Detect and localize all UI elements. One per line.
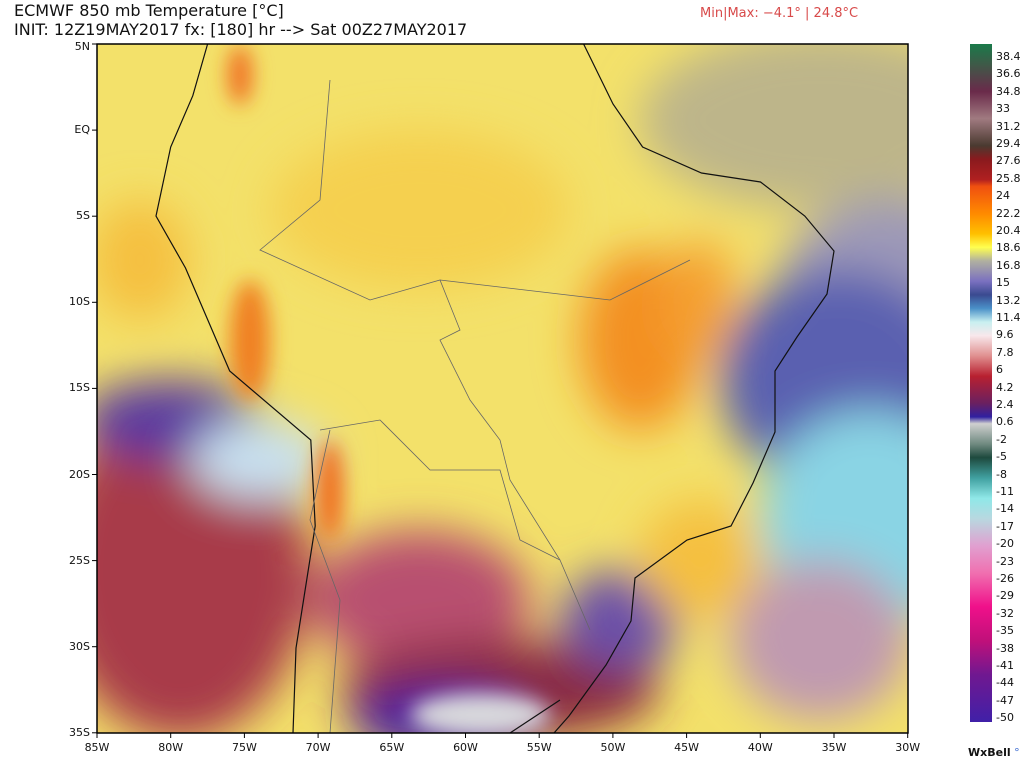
colorbar-label: 11.4 <box>996 311 1021 324</box>
southern-cold-region <box>310 530 530 670</box>
lon-label: 70W <box>305 741 331 754</box>
colorbar-label: 38.4 <box>996 50 1021 63</box>
lat-label: 5S <box>76 209 90 223</box>
coastline <box>155 44 835 733</box>
colorbar-label: -8 <box>996 467 1007 481</box>
rio-de-la-plata-coastline <box>509 699 561 733</box>
colorbar-label: 33 <box>996 102 1010 116</box>
warm-region <box>97 200 190 320</box>
lat-label: 25S <box>69 553 90 567</box>
country-borders <box>259 79 691 733</box>
country-border <box>319 419 561 561</box>
north-atlantic-mild-region <box>640 44 908 210</box>
colorbar-label: 7.8 <box>996 345 1014 359</box>
colorbar-label: 34.8 <box>996 84 1021 98</box>
country-border <box>439 259 691 301</box>
country-border <box>259 79 591 631</box>
colorbar-label: -11 <box>996 485 1014 498</box>
colorbar-label: -26 <box>996 572 1014 585</box>
lon-label: 60W <box>453 741 478 754</box>
andes-warm-streak <box>228 45 252 105</box>
temperature-field <box>97 44 908 733</box>
country-border <box>309 429 341 733</box>
lat-label: 10S <box>69 295 90 309</box>
colorbar-label: 13.2 <box>996 293 1021 307</box>
colorbar-label: -14 <box>996 502 1014 516</box>
colorbar-label: 31.2 <box>996 119 1021 133</box>
wxbell-logo: WxBell ° <box>968 746 1020 759</box>
colorbar-label: 27.6 <box>996 154 1021 168</box>
lat-label: 5N <box>74 40 90 53</box>
colorbar-label: -29 <box>996 589 1014 603</box>
colorbar-label: -44 <box>996 676 1014 690</box>
colorbar-label: 18.6 <box>996 241 1021 255</box>
andes-warm-streak <box>316 440 344 540</box>
colorbar-label: -20 <box>996 537 1014 551</box>
colorbar-label: -5 <box>996 450 1007 464</box>
colorbar-label: -50 <box>996 711 1014 725</box>
colorbar-label: 16.8 <box>996 258 1021 272</box>
colorbar-label: 9.6 <box>996 328 1014 342</box>
lon-label: 35W <box>821 741 847 754</box>
colorbar-label: 29.4 <box>996 137 1021 150</box>
warm-region <box>640 500 760 620</box>
southern-cold-region <box>560 570 680 670</box>
colorbar <box>970 44 992 722</box>
lon-label: 85W <box>84 741 110 754</box>
colorbar-label: 15 <box>996 276 1010 290</box>
colorbar-label: 4.2 <box>996 380 1014 394</box>
lon-label: 45W <box>674 741 700 754</box>
lon-label: 75W <box>231 741 257 754</box>
colorbar-label: 22.2 <box>996 206 1021 220</box>
colorbar-label: -38 <box>996 641 1014 655</box>
lat-label: 20S <box>69 467 90 481</box>
lon-label: 80W <box>158 741 184 754</box>
atlantic-coastline <box>553 44 835 733</box>
lat-label: 15S <box>69 381 90 395</box>
colorbar-label: -2 <box>996 432 1007 446</box>
lat-label: EQ <box>74 123 90 137</box>
brand-name: WxBell <box>968 746 1011 759</box>
warm-region <box>270 130 570 290</box>
lat-label: 35S <box>69 725 90 739</box>
colorbar-label: -17 <box>996 519 1014 533</box>
colorbar-label: -35 <box>996 624 1014 638</box>
minimum-temperature-patch <box>410 693 550 733</box>
colorbar-label: 20.4 <box>996 224 1021 237</box>
atlantic-cold-region <box>730 560 908 720</box>
colorbar-label: 24 <box>996 189 1010 203</box>
lon-label: 55W <box>526 741 552 754</box>
colorbar-label: -32 <box>996 606 1014 620</box>
colorbar-label: 25.8 <box>996 171 1021 185</box>
map-title: ECMWF 850 mb Temperature [°C] <box>14 1 284 20</box>
colorbar-label: 2.4 <box>996 398 1014 411</box>
warm-region <box>665 240 735 360</box>
andes-warm-streak <box>230 280 270 400</box>
lat-label: 30S <box>69 639 90 653</box>
lon-label: 65W <box>379 741 405 754</box>
colorbar-label: -41 <box>996 659 1014 672</box>
lon-label: 50W <box>600 741 626 754</box>
lon-label: 40W <box>747 741 773 754</box>
min-max-readout: Min|Max: −4.1° | 24.8°C <box>700 6 859 21</box>
colorbar-label: -23 <box>996 554 1014 568</box>
lon-label: 30W <box>895 741 921 754</box>
pacific-coastline <box>155 44 316 733</box>
brand-mark: ° <box>1014 746 1020 759</box>
pacific-cold-band <box>190 420 330 500</box>
colorbar-label: 36.6 <box>996 67 1021 81</box>
colorbar-label: -47 <box>996 693 1014 707</box>
colorbar-label: 6 <box>996 363 1003 377</box>
init-forecast-time: INIT: 12Z19MAY2017 fx: [180] hr --> Sat … <box>14 20 468 39</box>
colorbar-label: 0.6 <box>996 415 1014 429</box>
axis-ticks <box>92 43 909 738</box>
